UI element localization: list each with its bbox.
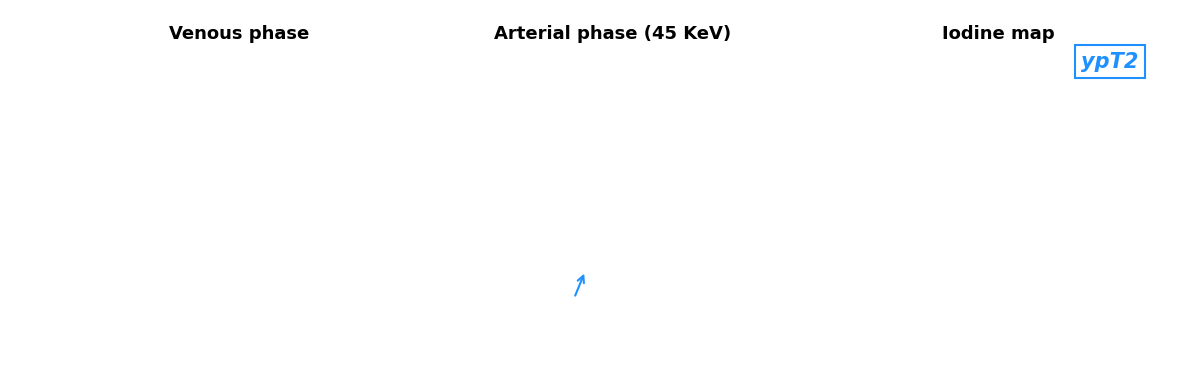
Text: Iodine map: Iodine map (942, 25, 1055, 43)
Text: Venous phase: Venous phase (169, 25, 310, 43)
Text: Arterial phase (45 KeV): Arterial phase (45 KeV) (494, 25, 732, 43)
Text: ypT2: ypT2 (1081, 52, 1139, 72)
